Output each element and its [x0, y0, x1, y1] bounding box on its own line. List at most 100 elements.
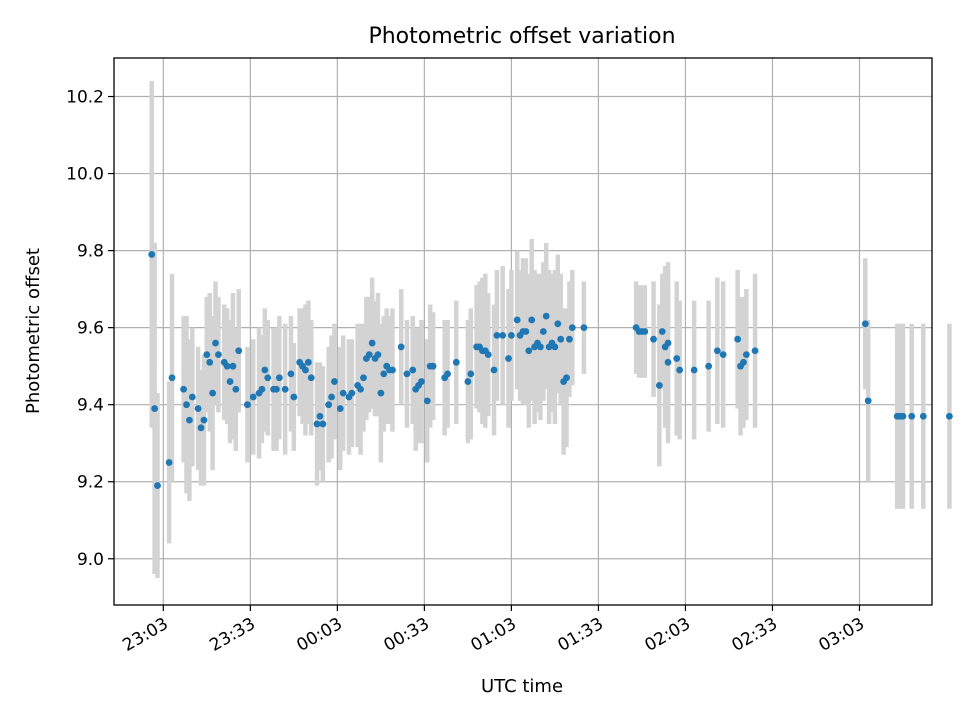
data-point	[325, 401, 333, 409]
data-point	[380, 370, 388, 378]
data-point	[554, 320, 562, 328]
data-point	[568, 324, 576, 332]
data-point	[223, 362, 231, 370]
data-point	[522, 328, 530, 335]
data-point	[673, 355, 681, 362]
data-point	[676, 366, 684, 374]
data-point	[368, 339, 376, 347]
data-point	[336, 405, 344, 412]
data-point	[537, 343, 544, 351]
data-point	[864, 397, 872, 405]
data-point	[180, 385, 188, 393]
data-point	[658, 328, 666, 335]
data-point	[258, 385, 266, 393]
data-point	[429, 362, 437, 370]
data-point	[264, 374, 272, 382]
data-point	[946, 412, 953, 420]
data-point	[444, 370, 451, 378]
data-point	[551, 343, 559, 351]
data-point	[206, 358, 214, 366]
data-point	[505, 355, 512, 362]
data-point	[713, 347, 721, 355]
y-tick-label: 9.6	[77, 319, 104, 339]
data-point	[183, 401, 190, 409]
data-point	[226, 378, 234, 385]
data-point	[908, 412, 916, 420]
data-point	[249, 393, 257, 401]
data-point	[232, 385, 240, 393]
data-point	[339, 389, 347, 397]
data-point	[154, 482, 161, 489]
data-point	[197, 424, 205, 432]
y-tick-label: 10.0	[66, 165, 104, 185]
data-point	[452, 358, 460, 366]
plot-frame	[113, 57, 933, 606]
data-point	[664, 339, 672, 347]
data-point	[273, 385, 280, 393]
data-point	[188, 393, 196, 401]
data-point	[151, 405, 159, 412]
y-tick-label: 9.0	[77, 550, 104, 570]
data-point	[507, 331, 515, 339]
data-point	[357, 385, 364, 393]
data-point	[389, 366, 396, 374]
data-point	[304, 358, 312, 366]
data-point	[403, 370, 411, 378]
data-point	[490, 366, 498, 374]
data-point	[281, 385, 289, 393]
data-point	[377, 389, 385, 397]
data-point	[148, 251, 156, 258]
data-point	[464, 378, 472, 385]
data-point	[229, 362, 237, 370]
data-point	[641, 328, 649, 335]
data-point	[528, 316, 536, 324]
data-point	[557, 335, 565, 343]
data-point	[316, 412, 324, 420]
y-tick-label: 9.4	[77, 396, 104, 416]
data-point	[275, 374, 283, 382]
data-point	[212, 339, 219, 347]
data-point	[287, 370, 295, 378]
data-point	[690, 366, 698, 374]
y-tick-label: 9.8	[77, 242, 104, 262]
data-point	[313, 420, 321, 428]
data-point	[186, 416, 193, 424]
data-point	[331, 378, 338, 385]
data-point	[319, 420, 327, 428]
data-point	[734, 335, 742, 343]
data-point	[542, 312, 550, 320]
data-point	[919, 412, 927, 420]
data-point	[513, 316, 521, 324]
data-point	[525, 347, 533, 355]
data-point	[307, 374, 315, 382]
data-point	[566, 335, 573, 343]
data-point	[290, 393, 298, 401]
data-point	[194, 405, 202, 412]
data-point	[165, 459, 173, 466]
y-axis-label: Photometric offset	[23, 248, 44, 414]
data-point	[499, 331, 507, 339]
data-point	[423, 397, 431, 405]
data-point	[244, 401, 251, 409]
data-point	[409, 366, 417, 374]
data-point	[418, 378, 425, 385]
data-point	[493, 331, 501, 339]
data-point	[374, 351, 382, 359]
data-point	[580, 324, 588, 332]
data-point	[539, 328, 547, 335]
data-points	[148, 251, 953, 489]
grid	[114, 58, 932, 605]
data-point	[563, 374, 570, 382]
data-point	[235, 347, 243, 355]
y-tick-label: 9.2	[77, 473, 104, 493]
data-point	[397, 343, 405, 351]
data-point	[365, 351, 373, 359]
data-point	[751, 347, 759, 355]
y-tick-label: 10.2	[66, 88, 104, 108]
data-point	[899, 412, 907, 420]
data-point	[360, 374, 367, 382]
x-axis-label: UTC time	[481, 676, 563, 697]
data-point	[484, 351, 492, 359]
data-point	[664, 358, 672, 366]
